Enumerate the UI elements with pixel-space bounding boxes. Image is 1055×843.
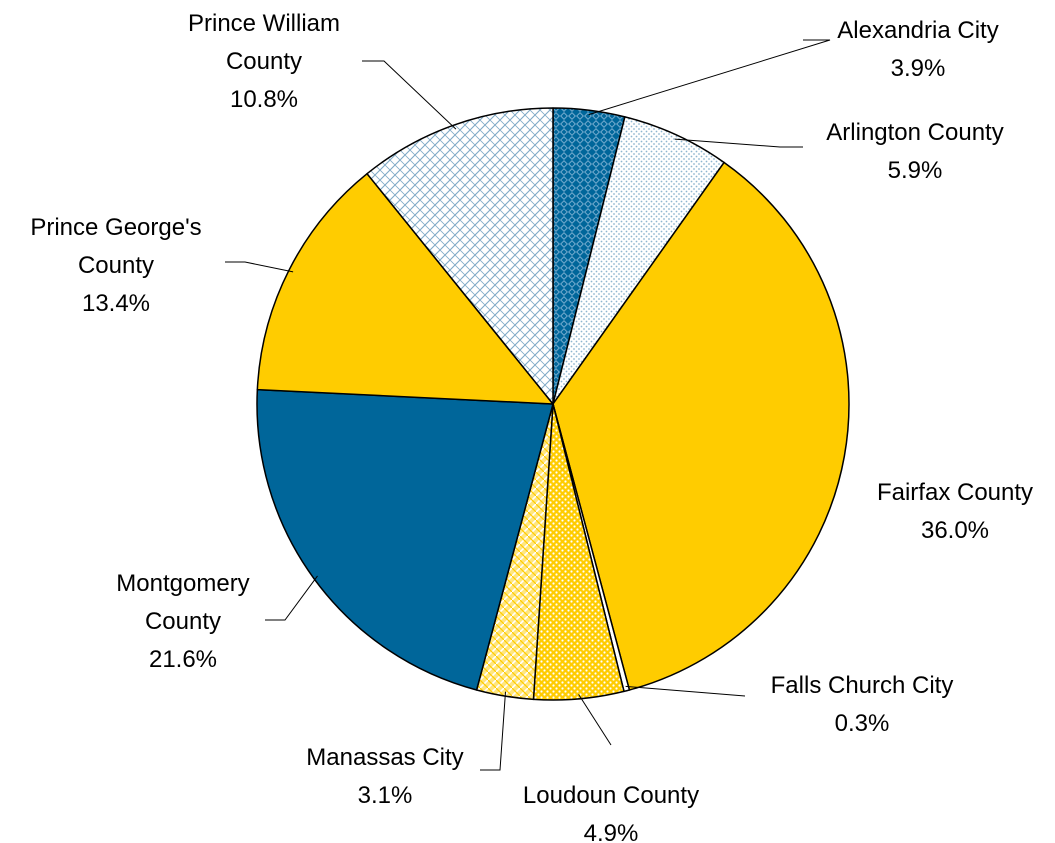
data-label-loudoun-county: 4.9% bbox=[584, 820, 639, 843]
data-label-montgomery-county: 21.6% bbox=[149, 646, 217, 673]
data-label-falls-church-city: 0.3% bbox=[835, 710, 890, 737]
data-label-prince-george-s-county: 13.4% bbox=[82, 290, 150, 317]
data-label-prince-william-county: 10.8% bbox=[230, 86, 298, 113]
data-label-manassas-city: 3.1% bbox=[358, 782, 413, 809]
leader-lines bbox=[225, 39, 831, 771]
slice-label-falls-church-city: Falls Church City bbox=[771, 672, 954, 699]
pie-slice-montgomery-county bbox=[256, 388, 554, 691]
leader-line bbox=[225, 261, 294, 273]
slice-labels: Alexandria City 3.9% Arlington County 5.9% F… bbox=[30, 10, 1033, 843]
pie-slice-prince-george-s-county bbox=[256, 172, 554, 405]
slice-label-alexandria-city: Alexandria City bbox=[837, 17, 998, 44]
leader-line bbox=[480, 691, 506, 771]
slice-label-montgomery-county: Montgomery bbox=[116, 570, 249, 597]
slice-label-manassas-city: Manassas City bbox=[306, 744, 463, 771]
slice-label-prince-william-county: County bbox=[226, 48, 302, 75]
leader-line bbox=[578, 694, 612, 746]
slice-label-fairfax-county: Fairfax County bbox=[877, 479, 1033, 506]
slice-label-prince-william-county: Prince William bbox=[188, 10, 340, 37]
pie-slice-prince-william-county bbox=[366, 107, 554, 405]
data-label-alexandria-city: 3.9% bbox=[891, 55, 946, 82]
leader-line bbox=[265, 575, 318, 621]
data-label-arlington-county: 5.9% bbox=[888, 157, 943, 184]
pie-slices bbox=[256, 107, 850, 701]
leader-line bbox=[362, 60, 457, 130]
pie-slice-fairfax-county bbox=[552, 161, 850, 691]
leader-line bbox=[588, 39, 831, 116]
leader-line bbox=[625, 685, 746, 697]
slice-label-loudoun-county: Loudoun County bbox=[523, 782, 699, 809]
leader-line bbox=[674, 138, 803, 148]
slice-label-prince-george-s-county: Prince George's bbox=[30, 214, 201, 241]
slice-label-prince-george-s-county: County bbox=[78, 252, 154, 279]
data-label-fairfax-county: 36.0% bbox=[921, 517, 989, 544]
slice-label-arlington-county: Arlington County bbox=[826, 119, 1003, 146]
slice-label-montgomery-county: County bbox=[145, 608, 221, 635]
